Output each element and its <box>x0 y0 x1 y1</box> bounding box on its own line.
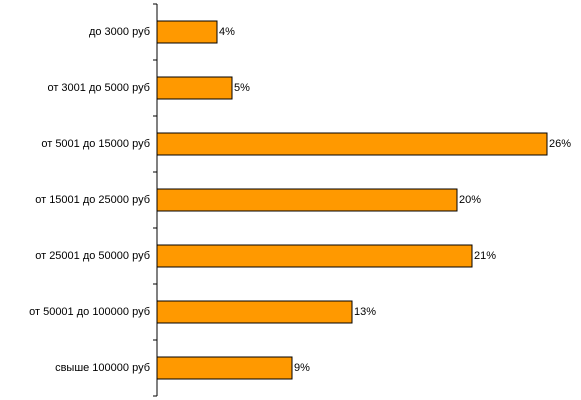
y-tick-label: свыше 100000 руб <box>55 362 150 374</box>
y-tick-label: от 3001 до 5000 руб <box>47 82 150 94</box>
bar <box>156 300 353 324</box>
value-label: 5% <box>234 82 250 94</box>
value-label: 26% <box>549 138 571 150</box>
value-label: 13% <box>354 306 376 318</box>
y-tick-label: до 3000 руб <box>89 26 150 38</box>
value-label: 4% <box>219 26 235 38</box>
y-tick-label: от 15001 до 25000 руб <box>35 194 150 206</box>
value-label: 21% <box>474 250 496 262</box>
value-label: 20% <box>459 194 481 206</box>
y-tick-label: от 25001 до 50000 руб <box>35 250 150 262</box>
bar <box>156 76 233 100</box>
bar <box>156 20 218 44</box>
bar <box>156 244 473 268</box>
bar <box>156 132 548 156</box>
y-tick-label: от 5001 до 15000 руб <box>41 138 150 150</box>
bar <box>156 188 458 212</box>
y-tick-label: от 50001 до 100000 руб <box>29 306 150 318</box>
value-label: 9% <box>294 362 310 374</box>
bar <box>156 356 293 380</box>
